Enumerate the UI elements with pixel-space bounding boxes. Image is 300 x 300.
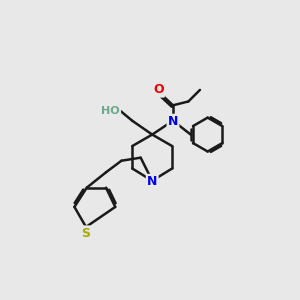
Text: N: N [147,175,158,188]
Text: O: O [153,83,164,96]
Text: N: N [168,115,178,128]
Text: HO: HO [101,106,120,116]
Text: S: S [81,226,90,240]
